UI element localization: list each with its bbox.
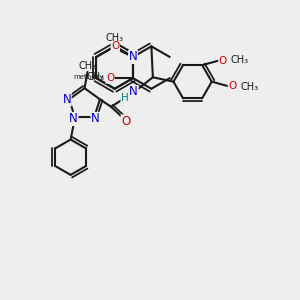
Text: N: N [91, 112, 100, 125]
Text: CH₃: CH₃ [231, 55, 249, 65]
Text: O: O [228, 81, 236, 91]
Text: O: O [121, 115, 130, 128]
Text: CH₃: CH₃ [240, 82, 258, 92]
Text: N: N [62, 93, 71, 106]
Text: CH₃: CH₃ [78, 61, 97, 71]
Text: N: N [69, 112, 78, 125]
Text: O: O [219, 56, 227, 66]
Text: N: N [129, 85, 138, 98]
Text: O: O [111, 41, 119, 51]
Text: CH₃: CH₃ [86, 72, 104, 82]
Text: CH₃: CH₃ [105, 33, 124, 43]
Text: N: N [129, 50, 137, 64]
Text: O: O [106, 73, 114, 83]
Text: methoxy: methoxy [74, 74, 104, 80]
Text: H: H [121, 93, 129, 103]
